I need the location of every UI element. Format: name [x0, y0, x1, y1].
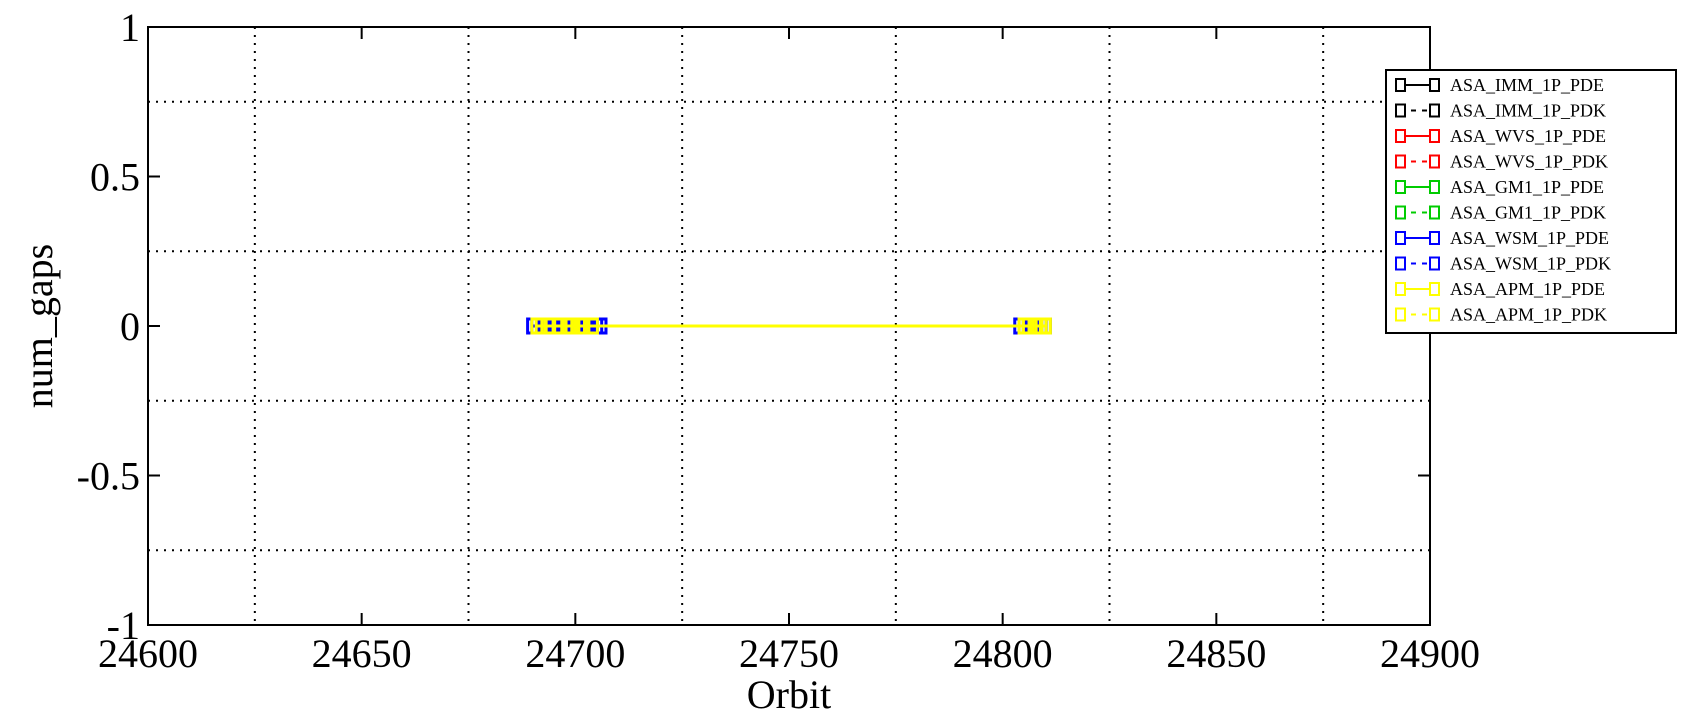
data-point: [530, 317, 544, 335]
y-tick-label: 0: [120, 304, 140, 349]
legend-marker: [1429, 205, 1440, 220]
legend-item: ASA_IMM_1P_PDK: [1395, 101, 1606, 121]
x-tick-label: 24700: [525, 631, 625, 676]
legend-label: ASA_WSM_1P_PDE: [1450, 228, 1609, 248]
legend-item: ASA_GM1_1P_PDK: [1395, 203, 1606, 223]
legend-label: ASA_APM_1P_PDK: [1450, 305, 1607, 325]
y-axis-title: num_gaps: [16, 244, 61, 408]
legend-label: ASA_IMM_1P_PDE: [1450, 75, 1604, 95]
legend-marker: [1429, 129, 1440, 143]
legend-item: ASA_GM1_1P_PDE: [1395, 177, 1604, 197]
legend-item: ASA_WSM_1P_PDK: [1395, 254, 1611, 274]
legend-marker: [1429, 154, 1440, 169]
x-tick-label: 24650: [312, 631, 412, 676]
series-asa-apm-1p-pdk: [530, 317, 1048, 335]
legend-marker: [1395, 129, 1406, 143]
legend-marker: [1395, 282, 1406, 296]
x-tick-label: 24900: [1380, 631, 1480, 676]
grid: [148, 27, 1430, 625]
y-tick-label: 0.5: [90, 155, 140, 200]
legend-label: ASA_WVS_1P_PDE: [1450, 126, 1606, 146]
legend-marker: [1395, 231, 1406, 245]
y-tick-label: -0.5: [77, 454, 140, 499]
data-point: [1034, 317, 1048, 335]
legend-item: ASA_IMM_1P_PDE: [1395, 75, 1604, 95]
legend-item: ASA_APM_1P_PDE: [1395, 279, 1605, 299]
legend-marker: [1395, 205, 1406, 220]
y-tick-labels: -1 -0.5 0 0.5 1: [77, 5, 140, 648]
legend-marker: [1429, 78, 1440, 92]
legend-marker: [1395, 256, 1406, 271]
x-tick-label: 24850: [1166, 631, 1266, 676]
legend-item: ASA_WVS_1P_PDE: [1395, 126, 1606, 146]
x-tick-label: 24800: [953, 631, 1053, 676]
legend-marker: [1395, 180, 1406, 194]
legend-item: ASA_APM_1P_PDK: [1395, 305, 1607, 325]
data-point: [573, 317, 587, 335]
legend-label: ASA_APM_1P_PDE: [1450, 279, 1605, 299]
legend-label: ASA_IMM_1P_PDK: [1450, 101, 1606, 121]
legend-label: ASA_GM1_1P_PDE: [1450, 177, 1604, 197]
x-tick-label: 24600: [98, 631, 198, 676]
x-tick-labels: 24600 24650 24700 24750 24800 24850 24900: [98, 631, 1480, 676]
data-point: [1021, 317, 1035, 335]
legend-label: ASA_GM1_1P_PDK: [1450, 203, 1606, 223]
legend-label: ASA_WSM_1P_PDK: [1450, 254, 1611, 274]
legend-marker: [1395, 103, 1406, 118]
legend-item: ASA_WSM_1P_PDE: [1395, 228, 1609, 248]
y-tick-label: 1: [120, 5, 140, 50]
legend-marker: [1429, 180, 1440, 194]
legend-marker: [1429, 256, 1440, 271]
x-tick-label: 24750: [739, 631, 839, 676]
legend-marker: [1429, 282, 1440, 296]
legend-marker: [1429, 307, 1440, 322]
data-point: [551, 317, 565, 335]
x-axis-title: Orbit: [747, 672, 831, 717]
legend-marker: [1395, 307, 1406, 322]
legend-label: ASA_WVS_1P_PDK: [1450, 152, 1608, 172]
legend-marker: [1429, 103, 1440, 118]
legend-marker: [1429, 231, 1440, 245]
series-layer: [526, 317, 1052, 335]
legend-marker: [1395, 154, 1406, 169]
y-tick-label: -1: [107, 603, 140, 648]
legend-item: ASA_WVS_1P_PDK: [1395, 152, 1608, 172]
legend: ASA_IMM_1P_PDE ASA_IMM_1P_PDK ASA_WVS_1P_P…: [1385, 69, 1677, 334]
legend-marker: [1395, 78, 1406, 92]
